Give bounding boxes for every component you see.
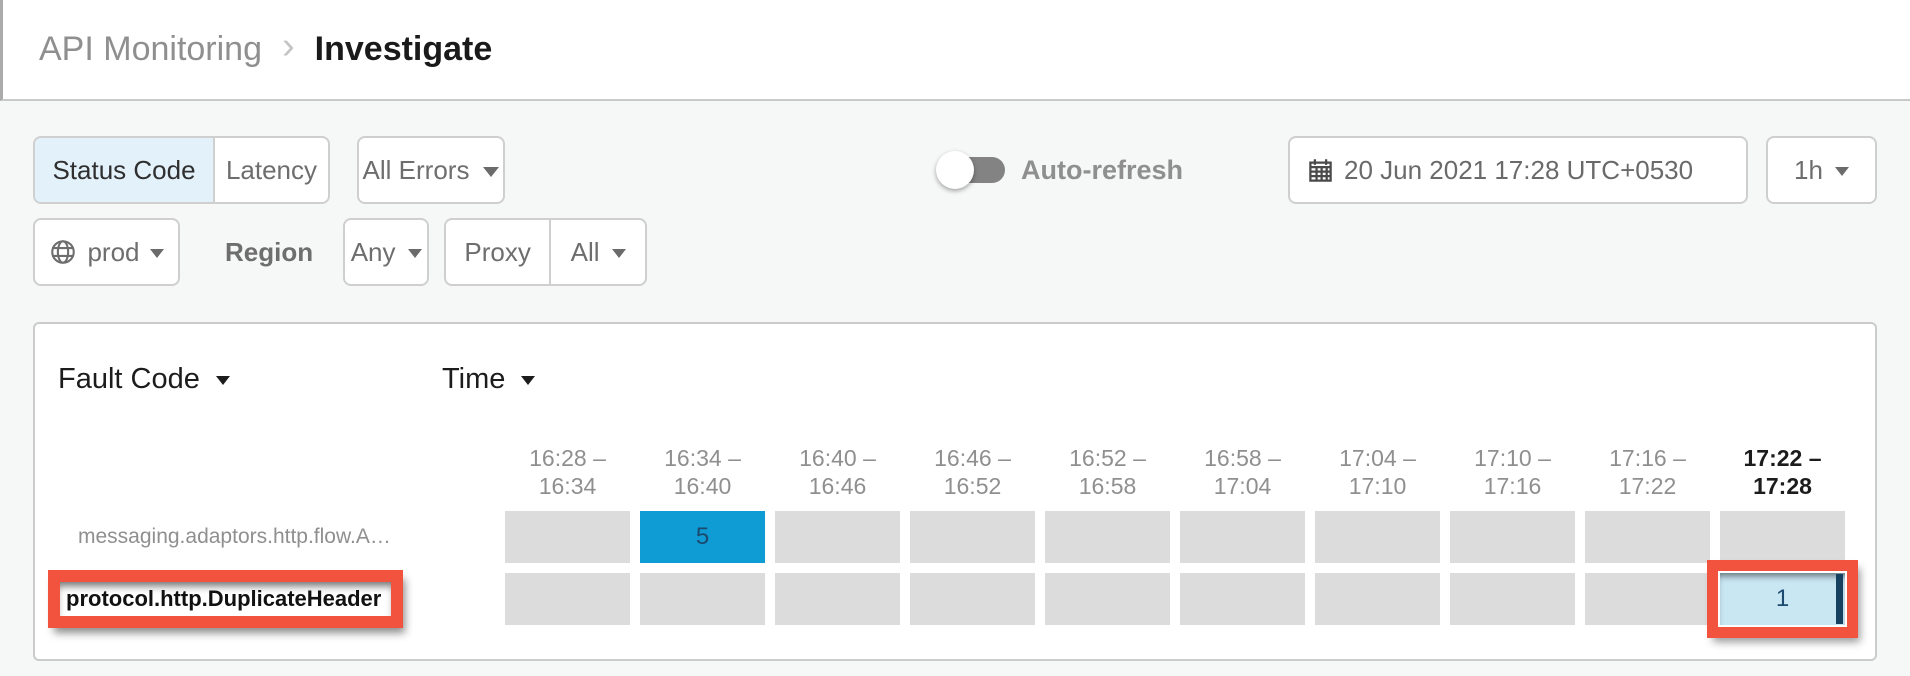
auto-refresh-label: Auto-refresh bbox=[1020, 154, 1183, 185]
time-column-header: 16:46 – 16:52 bbox=[934, 444, 1011, 499]
time-column-header: 17:10 – 17:16 bbox=[1474, 444, 1551, 499]
col-dimension-dropdown[interactable]: Time bbox=[442, 362, 536, 396]
tab-latency[interactable]: Latency bbox=[213, 138, 328, 202]
page-header: API Monitoring › Investigate bbox=[0, 0, 1910, 101]
time-column-header: 16:40 – 16:46 bbox=[799, 444, 876, 499]
time-column-header: 17:22 – 17:28 bbox=[1743, 444, 1822, 499]
time-column-header: 16:34 – 16:40 bbox=[664, 444, 741, 499]
tab-status-code[interactable]: Status Code bbox=[35, 138, 213, 202]
auto-refresh-toggle[interactable] bbox=[935, 151, 1005, 189]
heatmap-cell-empty[interactable] bbox=[1315, 511, 1440, 563]
heatmap-cell-empty[interactable] bbox=[910, 511, 1035, 563]
caret-down-icon bbox=[1834, 167, 1849, 176]
all-errors-label: All Errors bbox=[362, 154, 470, 185]
metric-tab-group: Status Code Latency bbox=[33, 136, 330, 204]
heatmap-cell-value[interactable]: 5 bbox=[640, 511, 765, 563]
filter-bar: Status Code Latency All Errors Auto-refr… bbox=[0, 136, 1910, 286]
row-dimension-dropdown[interactable]: Fault Code bbox=[58, 363, 442, 396]
datetime-value: 20 Jun 2021 17:28 UTC+0530 bbox=[1344, 154, 1694, 185]
proxy-filter-group: Proxy All bbox=[444, 218, 648, 286]
annotation-highlight-box: protocol.http.DuplicateHeader bbox=[48, 570, 404, 628]
environment-value: prod bbox=[87, 236, 140, 267]
caret-down-icon bbox=[611, 249, 626, 258]
caret-down-icon bbox=[483, 166, 500, 177]
environment-dropdown[interactable]: prod bbox=[33, 218, 180, 286]
all-errors-dropdown[interactable]: All Errors bbox=[357, 136, 505, 204]
heatmap-cell-empty[interactable] bbox=[1045, 573, 1170, 625]
region-label: Region bbox=[225, 236, 314, 267]
breadcrumb-separator-icon: › bbox=[282, 25, 295, 67]
heatmap-cell-empty[interactable] bbox=[640, 573, 765, 625]
caret-down-icon bbox=[149, 249, 164, 258]
heatmap-cell-empty[interactable] bbox=[505, 511, 630, 563]
heatmap-cell-empty[interactable] bbox=[1450, 573, 1575, 625]
time-cursor-bar bbox=[1836, 574, 1843, 624]
datetime-picker-button[interactable]: 20 Jun 2021 17:28 UTC+0530 bbox=[1288, 136, 1748, 204]
heatmap-cell-empty[interactable] bbox=[1720, 511, 1845, 563]
heatmap-matrix: 16:28 – 16:34 16:34 – 16:40 16:40 – 16:46 1… bbox=[48, 443, 1858, 638]
proxy-dropdown[interactable]: All bbox=[549, 220, 645, 284]
caret-down-icon bbox=[407, 249, 422, 258]
caret-down-icon bbox=[521, 376, 536, 385]
fault-code-row-label[interactable]: protocol.http.DuplicateHeader bbox=[48, 570, 495, 628]
toggle-knob bbox=[935, 151, 974, 189]
cell-count: 5 bbox=[695, 523, 710, 550]
duration-dropdown[interactable]: 1h bbox=[1766, 136, 1877, 204]
time-column-header: 16:58 – 17:04 bbox=[1204, 444, 1281, 499]
cell-count: 1 bbox=[1775, 585, 1790, 612]
proxy-value: All bbox=[570, 236, 600, 267]
row-dimension-label: Fault Code bbox=[58, 362, 200, 395]
heatmap-cell-empty[interactable] bbox=[1315, 573, 1440, 625]
page-title: Investigate bbox=[314, 30, 493, 68]
investigate-matrix-panel: Fault Code Time 16:28 – 16:34 16:34 – 16:… bbox=[33, 322, 1877, 661]
heatmap-cell-empty[interactable] bbox=[1585, 573, 1710, 625]
heatmap-cell-empty[interactable] bbox=[775, 573, 900, 625]
matrix-corner-spacer bbox=[58, 443, 495, 501]
heatmap-cell-empty[interactable] bbox=[1045, 511, 1170, 563]
calendar-icon bbox=[1309, 158, 1332, 182]
heatmap-cell-empty[interactable] bbox=[1585, 511, 1710, 563]
col-dimension-label: Time bbox=[442, 362, 506, 395]
globe-icon bbox=[51, 240, 76, 264]
heatmap-cell-empty[interactable] bbox=[1180, 573, 1305, 625]
region-dropdown[interactable]: Any bbox=[343, 218, 430, 286]
heatmap-cell-empty[interactable] bbox=[505, 573, 630, 625]
heatmap-cell-empty[interactable] bbox=[775, 511, 900, 563]
time-column-header: 16:28 – 16:34 bbox=[529, 444, 606, 499]
proxy-label: Proxy bbox=[464, 236, 531, 267]
time-column-header: 16:52 – 16:58 bbox=[1069, 444, 1146, 499]
duration-value: 1h bbox=[1794, 154, 1823, 185]
time-column-header: 17:16 – 17:22 bbox=[1609, 444, 1686, 499]
caret-down-icon bbox=[215, 376, 230, 385]
region-value: Any bbox=[350, 236, 396, 267]
heatmap-cell-value[interactable]: 1 bbox=[1707, 560, 1858, 638]
heatmap-cell-empty[interactable] bbox=[1180, 511, 1305, 563]
breadcrumb-section-link[interactable]: API Monitoring bbox=[39, 30, 262, 68]
fault-code-row-label[interactable]: messaging.adaptors.http.flow.A… bbox=[78, 525, 391, 548]
heatmap-cell-empty[interactable] bbox=[910, 573, 1035, 625]
auto-refresh-control: Auto-refresh bbox=[935, 151, 1183, 189]
time-column-header: 17:04 – 17:10 bbox=[1339, 444, 1416, 499]
heatmap-cell-empty[interactable] bbox=[1450, 511, 1575, 563]
